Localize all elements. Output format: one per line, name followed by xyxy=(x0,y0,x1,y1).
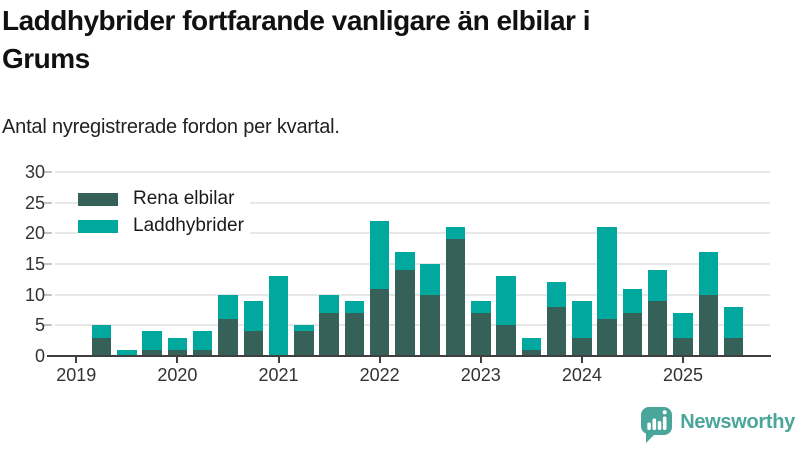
bar-segment xyxy=(546,306,567,356)
bar-segment xyxy=(546,282,567,307)
y-axis-tick xyxy=(44,293,52,296)
bar-segment xyxy=(167,349,188,356)
bar-segment xyxy=(192,331,213,350)
bar-segment xyxy=(673,313,693,338)
bar-segment xyxy=(294,325,314,332)
x-axis-label: 2020 xyxy=(157,365,198,385)
x-axis-line xyxy=(47,354,771,358)
legend-label: Rena elbilar xyxy=(133,188,235,209)
bar-segment xyxy=(369,221,390,289)
bar-segment xyxy=(471,313,491,356)
bar-segment xyxy=(521,337,542,350)
x-axis-tick xyxy=(378,357,381,364)
bar-segment xyxy=(572,337,592,356)
bar-segment xyxy=(445,239,466,356)
page-title: Laddhybrider fortfarande vanligare än el… xyxy=(2,2,798,78)
y-axis-label: 0 xyxy=(34,346,45,366)
bar-segment xyxy=(597,319,617,356)
x-axis-label: 2021 xyxy=(258,365,299,385)
bar-segment xyxy=(622,313,643,356)
newsworthy-logo[interactable]: Newsworthy xyxy=(640,406,795,444)
bar-segment xyxy=(218,294,238,320)
y-axis-label: 5 xyxy=(34,315,45,336)
newsworthy-pin-icon xyxy=(641,407,673,443)
bar-segment xyxy=(344,313,365,356)
bar-segment xyxy=(673,337,693,356)
gridline xyxy=(55,201,770,204)
bar-segment xyxy=(395,251,415,271)
gridline xyxy=(55,232,770,235)
y-axis-tick xyxy=(44,263,52,265)
bar-segment xyxy=(572,300,592,338)
y-axis-label: 30 xyxy=(24,162,45,182)
bar-segment xyxy=(723,306,744,338)
x-axis-label: 2025 xyxy=(662,365,704,385)
y-axis-tick xyxy=(44,171,52,173)
chart-legend: Rena elbilar Laddhybrider xyxy=(78,188,250,244)
bar-segment xyxy=(471,300,491,314)
bar-segment xyxy=(369,288,390,356)
bar-segment xyxy=(445,227,466,240)
bar-segment xyxy=(192,349,213,356)
legend-item-laddhybrider: Laddhybrider xyxy=(78,215,250,236)
bar-segment xyxy=(319,313,339,356)
bar-segment xyxy=(167,337,188,350)
y-axis-label: 15 xyxy=(24,254,45,274)
bar-segment xyxy=(91,337,112,356)
legend-swatch-rena-elbilar xyxy=(78,192,118,206)
bar-segment xyxy=(268,276,289,356)
gridline xyxy=(55,171,770,173)
y-axis-label: 20 xyxy=(24,223,45,244)
bar-segment xyxy=(597,227,617,320)
chart-subtitle: Antal nyregistrerade fordon per kvartal. xyxy=(2,116,340,138)
bar-segment xyxy=(420,294,440,356)
bar-segment xyxy=(117,349,137,356)
legend-item-rena-elbilar: Rena elbilar xyxy=(78,188,250,209)
page-title-line1: Laddhybrider fortfarande vanligare än el… xyxy=(2,5,591,36)
y-axis-tick xyxy=(44,201,52,204)
bar-segment xyxy=(344,300,365,314)
x-axis-label: 2024 xyxy=(561,365,602,385)
y-axis-label: 10 xyxy=(24,284,45,305)
bar-segment xyxy=(243,331,263,356)
x-axis-tick xyxy=(580,357,583,364)
x-axis-tick xyxy=(479,357,482,364)
bar-segment xyxy=(142,331,162,350)
bar-segment xyxy=(91,325,112,338)
bar-segment xyxy=(142,349,162,356)
x-axis-tick xyxy=(176,357,179,364)
legend-label: Laddhybrider xyxy=(133,215,244,236)
bar-segment xyxy=(395,270,415,356)
y-axis-tick xyxy=(44,232,52,235)
legend-swatch-laddhybrider xyxy=(78,219,118,233)
bar-segment xyxy=(496,325,516,356)
brand-name: Newsworthy xyxy=(680,410,795,433)
bar-segment xyxy=(622,288,643,314)
bar-segment xyxy=(521,349,542,356)
bar-segment xyxy=(496,276,516,326)
bar-segment xyxy=(243,300,263,332)
x-axis-label: 2022 xyxy=(359,365,400,385)
x-axis-label: 2019 xyxy=(56,365,97,385)
x-axis-tick xyxy=(75,357,78,364)
bar-segment xyxy=(698,251,719,295)
bar-segment xyxy=(420,264,440,295)
bar-segment xyxy=(647,270,668,301)
bar-segment xyxy=(698,294,719,356)
x-axis-tick xyxy=(277,357,280,364)
x-axis-label: 2023 xyxy=(460,365,501,385)
bar-segment xyxy=(294,331,314,356)
bar-segment xyxy=(723,337,744,356)
x-axis-tick xyxy=(682,357,685,364)
bar-segment xyxy=(647,300,668,356)
page-title-line2: Grums xyxy=(2,43,90,74)
bar-segment xyxy=(218,319,238,356)
bar-segment xyxy=(319,294,339,314)
y-axis-label: 25 xyxy=(24,192,45,213)
y-axis-tick xyxy=(44,324,52,327)
